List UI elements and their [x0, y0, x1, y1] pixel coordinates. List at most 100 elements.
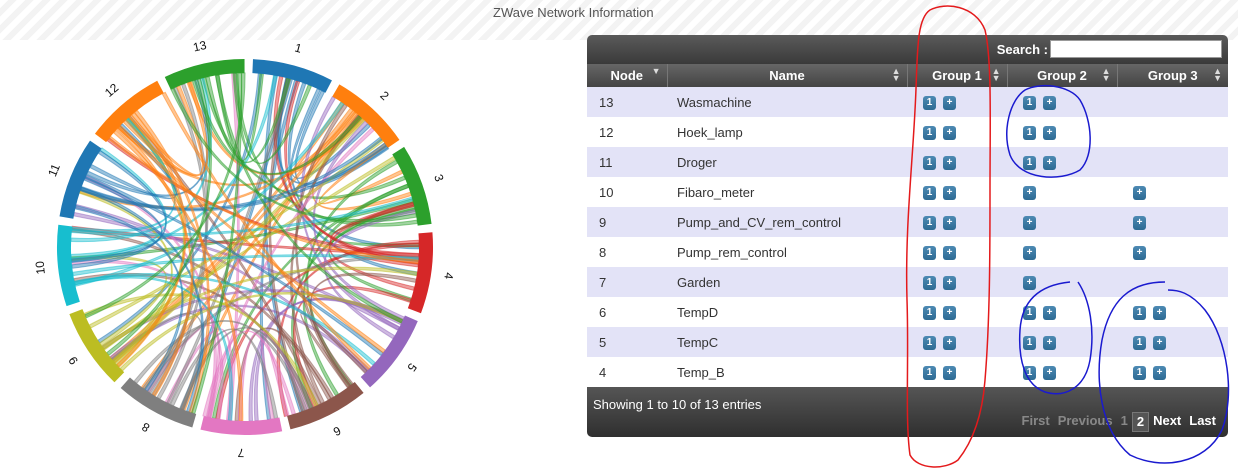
add-association-button[interactable]: +: [943, 215, 956, 230]
add-association-button[interactable]: +: [1153, 365, 1166, 380]
add-association-button[interactable]: +: [943, 365, 956, 380]
add-association-button[interactable]: +: [943, 185, 956, 200]
association-button[interactable]: 1: [1133, 365, 1146, 380]
association-button[interactable]: 1: [923, 155, 936, 170]
chord-group-arc: [252, 59, 332, 93]
chord-ribbon: [133, 319, 308, 412]
add-association-button[interactable]: +: [943, 335, 956, 350]
add-association-button[interactable]: +: [1133, 185, 1146, 200]
table-row: 9 Pump_and_CV_rem_control 1 + + +: [587, 207, 1228, 237]
add-association-button[interactable]: +: [1043, 95, 1056, 110]
association-button[interactable]: 1: [1023, 305, 1036, 320]
cell-group2: 1 +: [1007, 117, 1117, 147]
cell-group3: [1117, 87, 1228, 117]
table-body: 13 Wasmachine 1 +1 +12 Hoek_lamp 1 +1 +11 Droger 1…: [587, 87, 1228, 387]
association-button[interactable]: 1: [923, 95, 936, 110]
association-button[interactable]: 1: [923, 245, 936, 260]
table-row: 7 Garden 1 + +: [587, 267, 1228, 297]
pager-page-2-button[interactable]: 2: [1131, 412, 1150, 432]
cell-group1: 1 +: [907, 177, 1007, 207]
table-row: 11 Droger 1 +1 +: [587, 147, 1228, 177]
add-association-button[interactable]: +: [1153, 335, 1166, 350]
add-association-button[interactable]: +: [1043, 365, 1056, 380]
add-association-button[interactable]: +: [1133, 245, 1146, 260]
add-association-button[interactable]: +: [1023, 185, 1036, 200]
add-association-button[interactable]: +: [1043, 155, 1056, 170]
chord-group-arc: [407, 232, 433, 314]
association-button[interactable]: 1: [923, 305, 936, 320]
pager-next-button[interactable]: Next: [1153, 413, 1182, 428]
association-button[interactable]: 1: [1133, 305, 1146, 320]
cell-group2: 1 +: [1007, 87, 1117, 117]
add-association-button[interactable]: +: [943, 305, 956, 320]
add-association-button[interactable]: +: [1043, 335, 1056, 350]
association-button[interactable]: 1: [1023, 125, 1036, 140]
table-footer: Showing 1 to 10 of 13 entries First Prev…: [587, 387, 1228, 437]
cell-node: 10: [587, 177, 667, 207]
pager-first-button[interactable]: First: [1021, 413, 1050, 428]
add-association-button[interactable]: +: [943, 125, 956, 140]
sort-icon: ▲ ▼: [1101, 66, 1111, 83]
cell-node: 7: [587, 267, 667, 297]
association-button[interactable]: 1: [1023, 95, 1036, 110]
chord-ribbon: [290, 114, 362, 405]
column-header-node[interactable]: Node ▼: [587, 64, 668, 87]
pager-previous-button[interactable]: Previous: [1057, 413, 1113, 428]
add-association-button[interactable]: +: [1023, 275, 1036, 290]
cell-group3: +: [1117, 177, 1228, 207]
cell-name: Fibaro_meter: [667, 177, 907, 207]
association-button[interactable]: 1: [1023, 155, 1036, 170]
column-header-group3[interactable]: Group 3 ▲ ▼: [1117, 64, 1228, 87]
add-association-button[interactable]: +: [943, 275, 956, 290]
association-button[interactable]: 1: [923, 365, 936, 380]
association-button[interactable]: 1: [1023, 335, 1036, 350]
header-background: [0, 0, 1238, 40]
table-row: 5 TempC 1 +1 +1 +: [587, 327, 1228, 357]
chord-group-arc: [360, 315, 418, 388]
add-association-button[interactable]: +: [1043, 125, 1056, 140]
column-header-group2[interactable]: Group 2 ▲ ▼: [1007, 64, 1118, 87]
chord-group-label: 1: [293, 41, 303, 56]
add-association-button[interactable]: +: [1133, 215, 1146, 230]
pager-last-button[interactable]: Last: [1189, 413, 1216, 428]
chord-group-label: 13: [192, 38, 208, 55]
add-association-button[interactable]: +: [1153, 305, 1166, 320]
add-association-button[interactable]: +: [1023, 245, 1036, 260]
chord-ribbon: [83, 293, 319, 408]
cell-group1: 1 +: [907, 117, 1007, 147]
cell-node: 13: [587, 87, 667, 117]
chord-group-label: 4: [441, 272, 456, 281]
pager-page-1-button[interactable]: 1: [1120, 413, 1128, 428]
association-button[interactable]: 1: [923, 215, 936, 230]
association-button[interactable]: 1: [1023, 365, 1036, 380]
add-association-button[interactable]: +: [943, 245, 956, 260]
table-toolbar: Search :: [587, 35, 1228, 64]
column-header-name[interactable]: Name ▲ ▼: [667, 64, 908, 87]
cell-group3: [1117, 117, 1228, 147]
chord-ribbon: [227, 72, 240, 421]
sort-icon: ▲ ▼: [991, 66, 1001, 83]
column-header-group1-label: Group 1: [932, 68, 982, 83]
association-button[interactable]: 1: [923, 185, 936, 200]
chord-group-arc: [59, 140, 102, 219]
add-association-button[interactable]: +: [943, 95, 956, 110]
add-association-button[interactable]: +: [943, 155, 956, 170]
cell-group1: 1 +: [907, 327, 1007, 357]
chord-group-label: 7: [237, 446, 244, 460]
column-header-group1[interactable]: Group 1 ▲ ▼: [907, 64, 1008, 87]
cell-group1: 1 +: [907, 207, 1007, 237]
cell-name: TempC: [667, 327, 907, 357]
association-button[interactable]: 1: [923, 275, 936, 290]
association-button[interactable]: 1: [923, 125, 936, 140]
chord-group-arc: [94, 80, 164, 143]
add-association-button[interactable]: +: [1023, 215, 1036, 230]
table-row: 10 Fibaro_meter 1 + + +: [587, 177, 1228, 207]
sort-icon: ▲ ▼: [1213, 66, 1222, 83]
column-header-node-label: Node: [610, 68, 644, 83]
association-button[interactable]: 1: [1133, 335, 1146, 350]
chord-group-label: 10: [33, 260, 48, 275]
add-association-button[interactable]: +: [1043, 305, 1056, 320]
search-input[interactable]: [1050, 40, 1222, 58]
association-button[interactable]: 1: [923, 335, 936, 350]
